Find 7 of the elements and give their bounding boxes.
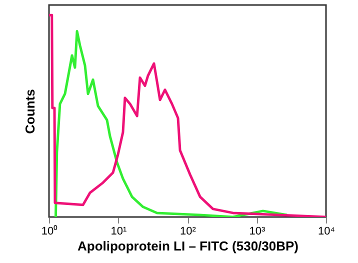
x-tick-label: 10³ xyxy=(249,226,266,238)
x-tick-label: 10⁴ xyxy=(318,226,336,238)
x-axis-title: Apolipoprotein LI – FITC (530/30BP) xyxy=(77,238,299,254)
x-tick-label: 10⁰ xyxy=(41,224,58,238)
x-tick-label: 10¹ xyxy=(110,226,128,238)
y-axis-title: Counts xyxy=(22,89,38,134)
x-tick-label: 10² xyxy=(180,226,196,238)
